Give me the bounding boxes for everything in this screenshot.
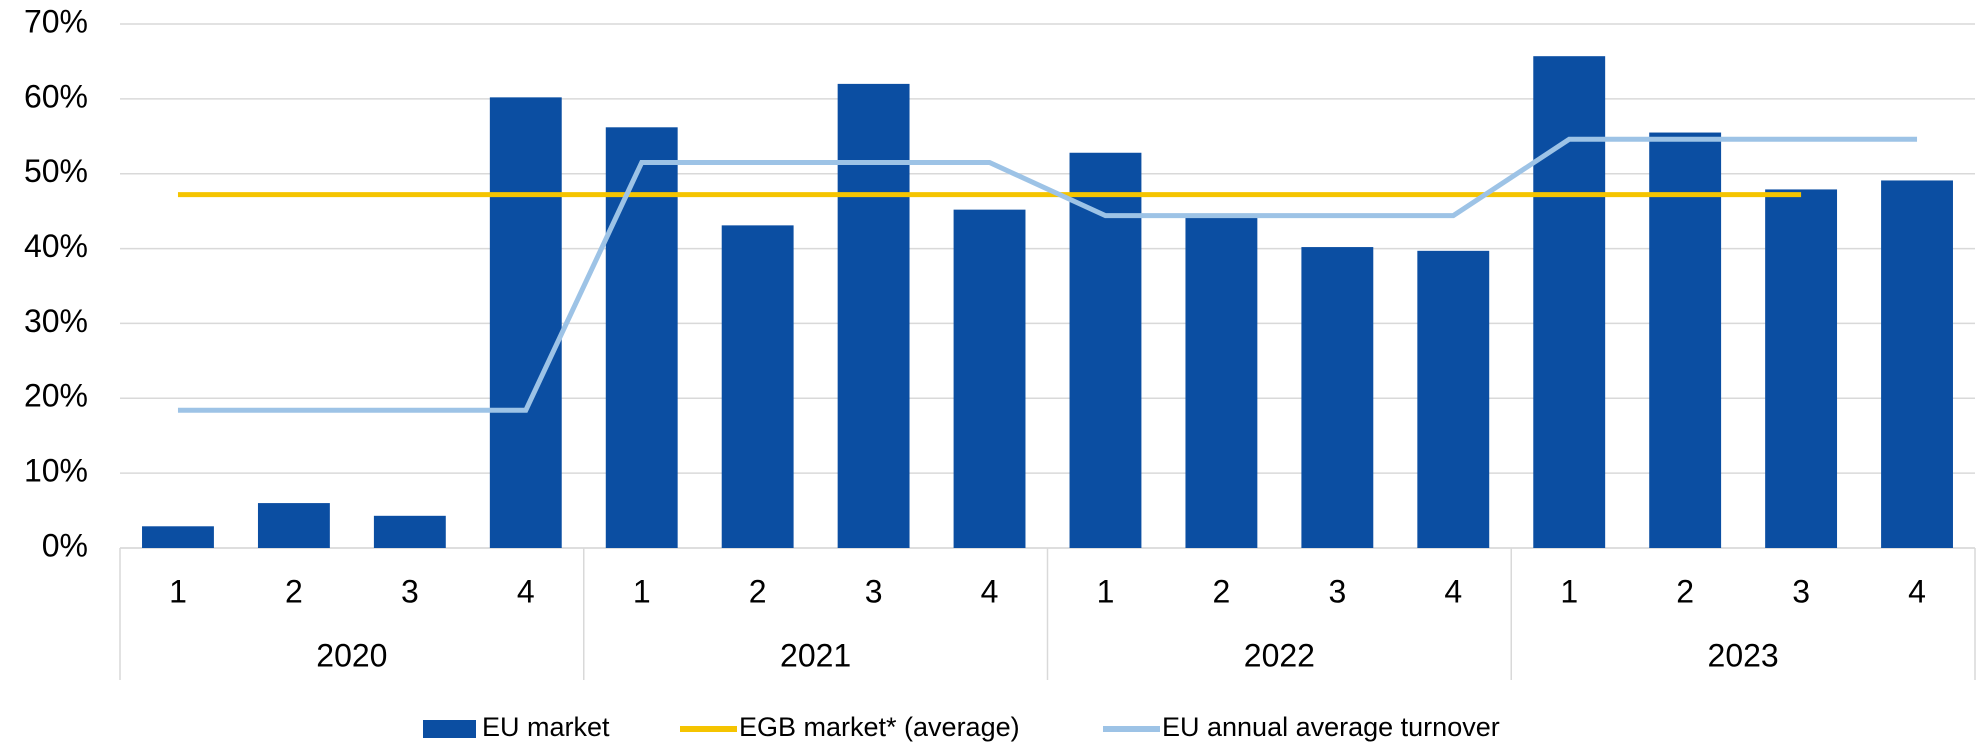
- line: [177, 136, 1918, 413]
- legend-label: EGB market* (average): [739, 712, 1020, 742]
- legend-swatch: [423, 720, 476, 738]
- bar: [605, 127, 678, 548]
- x-tick-label: 1: [633, 573, 651, 609]
- x-tick-label: 3: [865, 573, 883, 609]
- bar: [1533, 56, 1606, 549]
- x-tick-label: 3: [1328, 573, 1346, 609]
- bar: [142, 526, 214, 548]
- group-label: 2021: [780, 637, 851, 673]
- x-tick-label: 3: [1792, 573, 1810, 609]
- x-tick-label: 1: [169, 573, 187, 609]
- legend-label: EU market: [482, 712, 610, 742]
- y-tick-label: 10%: [24, 453, 88, 489]
- x-tick-label: 3: [401, 573, 419, 609]
- group-label: 2020: [316, 637, 387, 673]
- bar: [1301, 247, 1374, 548]
- bar: [1069, 152, 1142, 549]
- y-tick-label: 70%: [24, 3, 88, 39]
- bar: [373, 515, 446, 548]
- bar: [1649, 132, 1722, 549]
- y-tick-label: 60%: [24, 78, 88, 114]
- y-tick-label: 50%: [24, 153, 88, 189]
- bar: [1881, 180, 1953, 549]
- x-tick-label: 4: [1908, 573, 1926, 609]
- group-label: 2023: [1708, 637, 1779, 673]
- bar: [1417, 250, 1490, 548]
- bar: [1185, 214, 1258, 548]
- y-tick-label: 30%: [24, 303, 88, 339]
- x-tick-label: 1: [1097, 573, 1115, 609]
- bar: [837, 83, 910, 548]
- x-tick-label: 2: [1676, 573, 1694, 609]
- y-tick-label: 0%: [42, 527, 88, 563]
- bar: [721, 225, 794, 548]
- group-label: 2022: [1244, 637, 1315, 673]
- y-tick-label: 40%: [24, 228, 88, 264]
- x-tick-label: 4: [1444, 573, 1462, 609]
- x-tick-label: 4: [981, 573, 999, 609]
- bar: [489, 97, 562, 549]
- bar: [257, 503, 330, 548]
- bar: [953, 209, 1026, 548]
- x-tick-label: 2: [1213, 573, 1231, 609]
- x-tick-label: 2: [285, 573, 303, 609]
- legend: EU market EGB market* (average) EU annual …: [423, 712, 1500, 742]
- x-tick-label: 4: [517, 573, 535, 609]
- y-tick-label: 20%: [24, 378, 88, 414]
- legend-label: EU annual average turnover: [1162, 712, 1500, 742]
- bar: [1765, 189, 1838, 549]
- x-tick-label: 2: [749, 573, 767, 609]
- x-tick-label: 1: [1560, 573, 1578, 609]
